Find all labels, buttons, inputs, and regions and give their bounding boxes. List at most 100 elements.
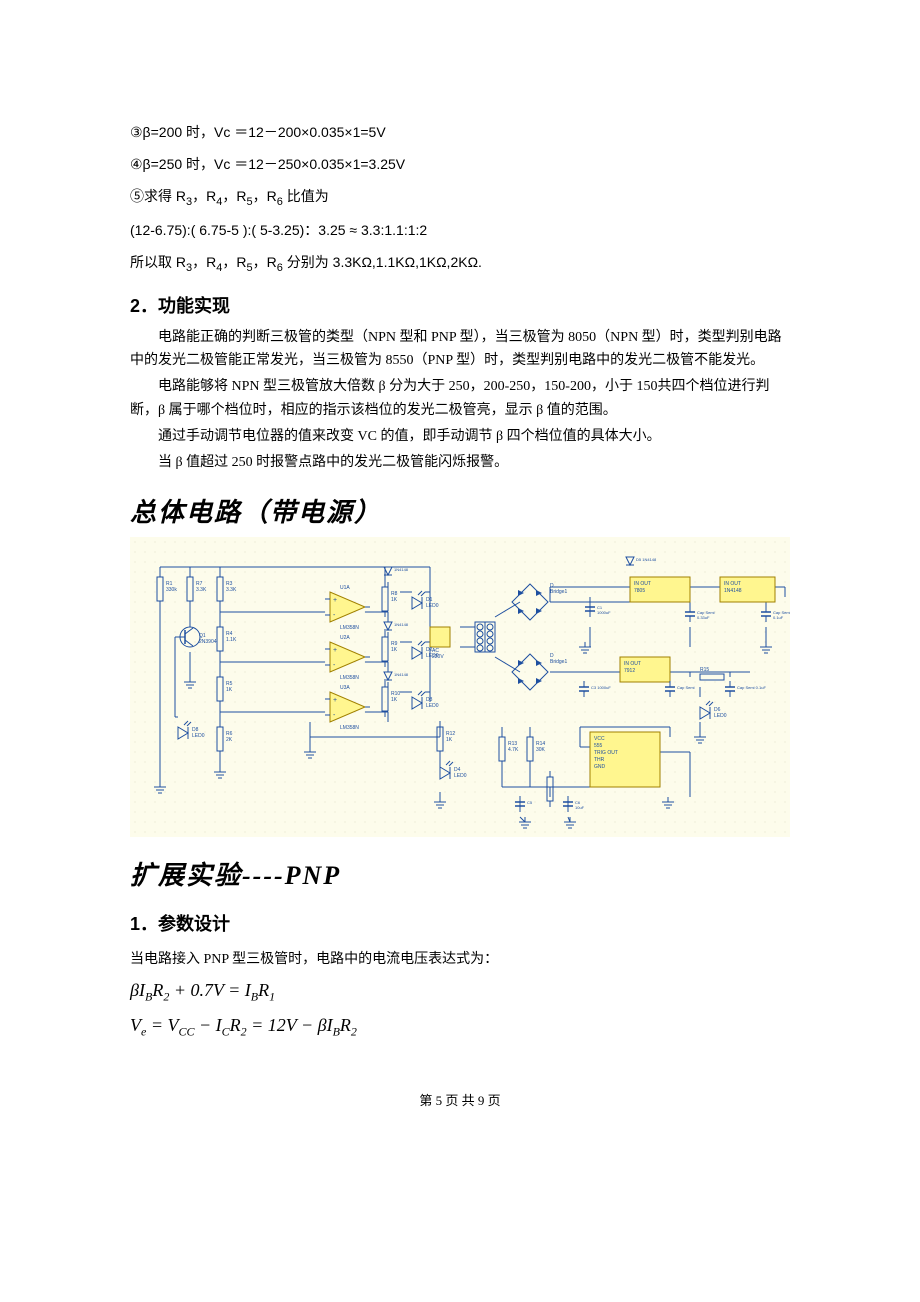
- svg-text:2K: 2K: [226, 737, 233, 743]
- svg-text:LED0: LED0: [192, 733, 205, 739]
- svg-text:3.3K: 3.3K: [196, 587, 207, 593]
- svg-text:1K: 1K: [391, 697, 398, 703]
- svg-text:LED0: LED0: [454, 773, 467, 779]
- svg-text:1N4148: 1N4148: [394, 567, 409, 572]
- svg-text:1K: 1K: [391, 647, 398, 653]
- text: ，R: [222, 254, 246, 270]
- svg-text:IN OUT: IN OUT: [724, 581, 741, 587]
- svg-text:VCC: VCC: [594, 736, 605, 742]
- svg-text:LED0: LED0: [714, 713, 727, 719]
- text: ，R: [253, 188, 277, 204]
- svg-text:LM358N: LM358N: [340, 725, 359, 731]
- svg-text:3.3K: 3.3K: [226, 587, 237, 593]
- sec2-p4: 当 β 值超过 250 时报警点路中的发光二极管能闪烁报警。: [130, 451, 790, 475]
- svg-text:1K: 1K: [446, 737, 453, 743]
- s: B: [333, 1025, 340, 1039]
- calc-line-4: ④β=250 时，Vc ＝12－250×0.035×1=3.25V: [130, 154, 790, 174]
- svg-text:IN OUT: IN OUT: [624, 661, 641, 667]
- calc-line-5: ⑤求得 R3，R4，R5，R6 比值为: [130, 186, 790, 208]
- svg-text:LED0: LED0: [426, 653, 439, 659]
- t: 第: [419, 1093, 435, 1108]
- text: ，R: [192, 254, 216, 270]
- svg-text:D5 1N4148: D5 1N4148: [636, 557, 657, 562]
- s: C: [222, 1025, 230, 1039]
- t: βI: [130, 980, 145, 1000]
- svg-text:555: 555: [594, 743, 603, 749]
- calc-line-result: 所以取 R3，R4，R5，R6 分别为 3.3KΩ,1.1KΩ,1KΩ,2KΩ.: [130, 252, 790, 274]
- t: = 12V − βI: [247, 1015, 333, 1035]
- svg-text:+: +: [333, 697, 337, 704]
- text: ，R: [222, 188, 246, 204]
- text: 所以取 R: [130, 254, 186, 270]
- t: 页 共: [442, 1093, 478, 1108]
- svg-text:30K: 30K: [536, 747, 546, 753]
- text: 比值为: [283, 188, 329, 204]
- svg-text:U1A: U1A: [340, 585, 350, 591]
- svg-text:LED0: LED0: [426, 603, 439, 609]
- svg-text:Cap Semi: Cap Semi: [677, 685, 695, 690]
- t: 页: [484, 1093, 500, 1108]
- svg-text:7805: 7805: [634, 588, 645, 594]
- svg-text:7912: 7912: [624, 668, 635, 674]
- svg-text:Bridge1: Bridge1: [550, 589, 567, 595]
- svg-text:LM358N: LM358N: [340, 625, 359, 631]
- svg-text:1K: 1K: [391, 597, 398, 603]
- t: R: [152, 980, 163, 1000]
- svg-text:IN OUT: IN OUT: [634, 581, 651, 587]
- svg-text:U3A: U3A: [340, 685, 350, 691]
- svg-text:Cap Semi 0.1uF: Cap Semi 0.1uF: [737, 685, 766, 690]
- t: R: [258, 980, 269, 1000]
- t: − I: [195, 1015, 222, 1035]
- t: R: [230, 1015, 241, 1035]
- svg-text:1N4148: 1N4148: [394, 672, 409, 677]
- svg-text:LED0: LED0: [426, 703, 439, 709]
- text: ⑤求得 R: [130, 188, 186, 204]
- svg-text:U2A: U2A: [340, 635, 350, 641]
- svg-text:THR: THR: [594, 757, 605, 763]
- title-pnp-extension: 扩展实验----PNP: [130, 855, 790, 892]
- sec3-p1: 当电路接入 PNP 型三极管时，电路中的电流电压表达式为：: [130, 948, 790, 968]
- text: ，R: [253, 254, 277, 270]
- svg-text:0.33uF: 0.33uF: [697, 615, 710, 620]
- svg-text:R15: R15: [700, 667, 709, 673]
- calc-line-ratio: (12-6.75):( 6.75-5 ):( 5-3.25)：3.25 ≈ 3.…: [130, 220, 790, 240]
- calc-line-3: ③β=200 时，Vc ＝12－200×0.035×1=5V: [130, 122, 790, 142]
- svg-text:0.1uF: 0.1uF: [773, 615, 784, 620]
- svg-text:330k: 330k: [166, 587, 177, 593]
- t: = V: [146, 1015, 178, 1035]
- circuit-diagram: R1330kR73.3KR33.3KR41.1KR51KR62KR81KR91K…: [130, 537, 790, 837]
- svg-text:1K: 1K: [226, 687, 233, 693]
- sec2-p2: 电路能够将 NPN 型三极管放大倍数 β 分为大于 250，200-250，15…: [130, 375, 790, 423]
- section-2-heading: 2．功能实现: [130, 292, 790, 318]
- svg-text:GND: GND: [594, 764, 606, 770]
- svg-text:1000uF: 1000uF: [597, 610, 611, 615]
- text: ，R: [192, 188, 216, 204]
- sec2-p1: 电路能正确的判断三极管的类型（NPN 型和 PNP 型），当三极管为 8050（…: [130, 326, 790, 374]
- t: V: [130, 1015, 141, 1035]
- svg-text:+: +: [333, 597, 337, 604]
- equation-2: Ve = VCC − ICR2 = 12V − βIBR2: [130, 1015, 790, 1040]
- sec2-p3: 通过手动调节电位器的值来改变 VC 的值，即手动调节 β 四个档位值的具体大小。: [130, 425, 790, 449]
- svg-text:C3 1000uF: C3 1000uF: [591, 685, 611, 690]
- svg-text:1.1K: 1.1K: [226, 637, 237, 643]
- title-overall-circuit: 总体电路（带电源）: [130, 492, 790, 529]
- t: + 0.7V = I: [169, 980, 250, 1000]
- s: CC: [178, 1025, 194, 1039]
- text: 分别为 3.3KΩ,1.1KΩ,1KΩ,2KΩ.: [283, 254, 482, 270]
- equation-1: βIBR2 + 0.7V = IBR1: [130, 980, 790, 1005]
- svg-text:1N4148: 1N4148: [394, 622, 409, 627]
- s: 2: [351, 1025, 357, 1039]
- svg-text:1N4148: 1N4148: [724, 588, 742, 594]
- svg-text:10uF: 10uF: [575, 805, 585, 810]
- svg-text:LM358N: LM358N: [340, 675, 359, 681]
- s: 1: [269, 990, 275, 1004]
- svg-text:+: +: [333, 647, 337, 654]
- svg-text:2N3904: 2N3904: [199, 639, 217, 645]
- svg-text:4.7K: 4.7K: [508, 747, 519, 753]
- section-3-heading: 1．参数设计: [130, 910, 790, 936]
- svg-text:Bridge1: Bridge1: [550, 659, 567, 665]
- page-footer: 第 5 页 共 9 页: [130, 1090, 790, 1109]
- svg-text:C5: C5: [527, 800, 533, 805]
- t: R: [340, 1015, 351, 1035]
- svg-text:TRIG OUT: TRIG OUT: [594, 750, 618, 756]
